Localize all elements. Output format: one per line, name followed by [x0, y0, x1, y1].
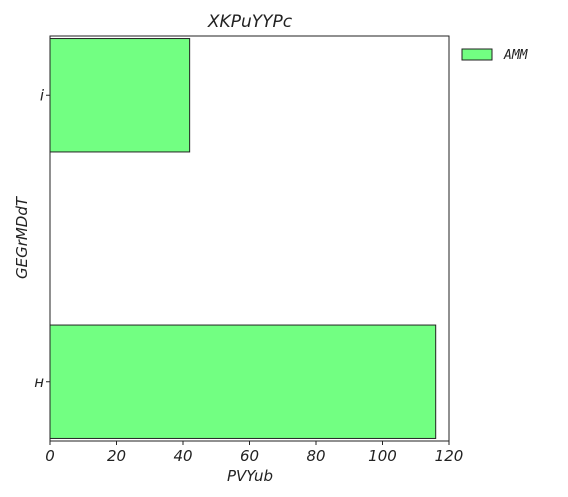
bar-1 [49, 38, 191, 153]
legend-swatch-1 [461, 48, 493, 61]
bar-2 [49, 324, 437, 439]
chart-title: XKPuYYPc [207, 12, 293, 32]
y-tick-label-1: i [40, 86, 45, 104]
x-tick-label-0: 0 [45, 447, 55, 465]
x-axis-label: PVYub [227, 467, 273, 485]
x-tick-label-40: 40 [173, 447, 192, 465]
x-tick-label-100: 100 [368, 447, 397, 465]
bars-layer [49, 38, 437, 439]
legend-label-1: AMM [503, 48, 529, 63]
legend: AMM [461, 48, 529, 63]
x-tick-label-80: 80 [306, 447, 325, 465]
x-tick-label-20: 20 [107, 447, 126, 465]
x-tick-label-120: 120 [435, 447, 464, 465]
y-axis-label: GEGrMDdT [13, 195, 31, 279]
y-tick-label-2: ʜ [34, 373, 44, 391]
y-axis: iʜ [34, 86, 50, 391]
x-tick-label-60: 60 [240, 447, 259, 465]
x-axis: 0 20 40 60 80 100 120 [45, 441, 463, 465]
